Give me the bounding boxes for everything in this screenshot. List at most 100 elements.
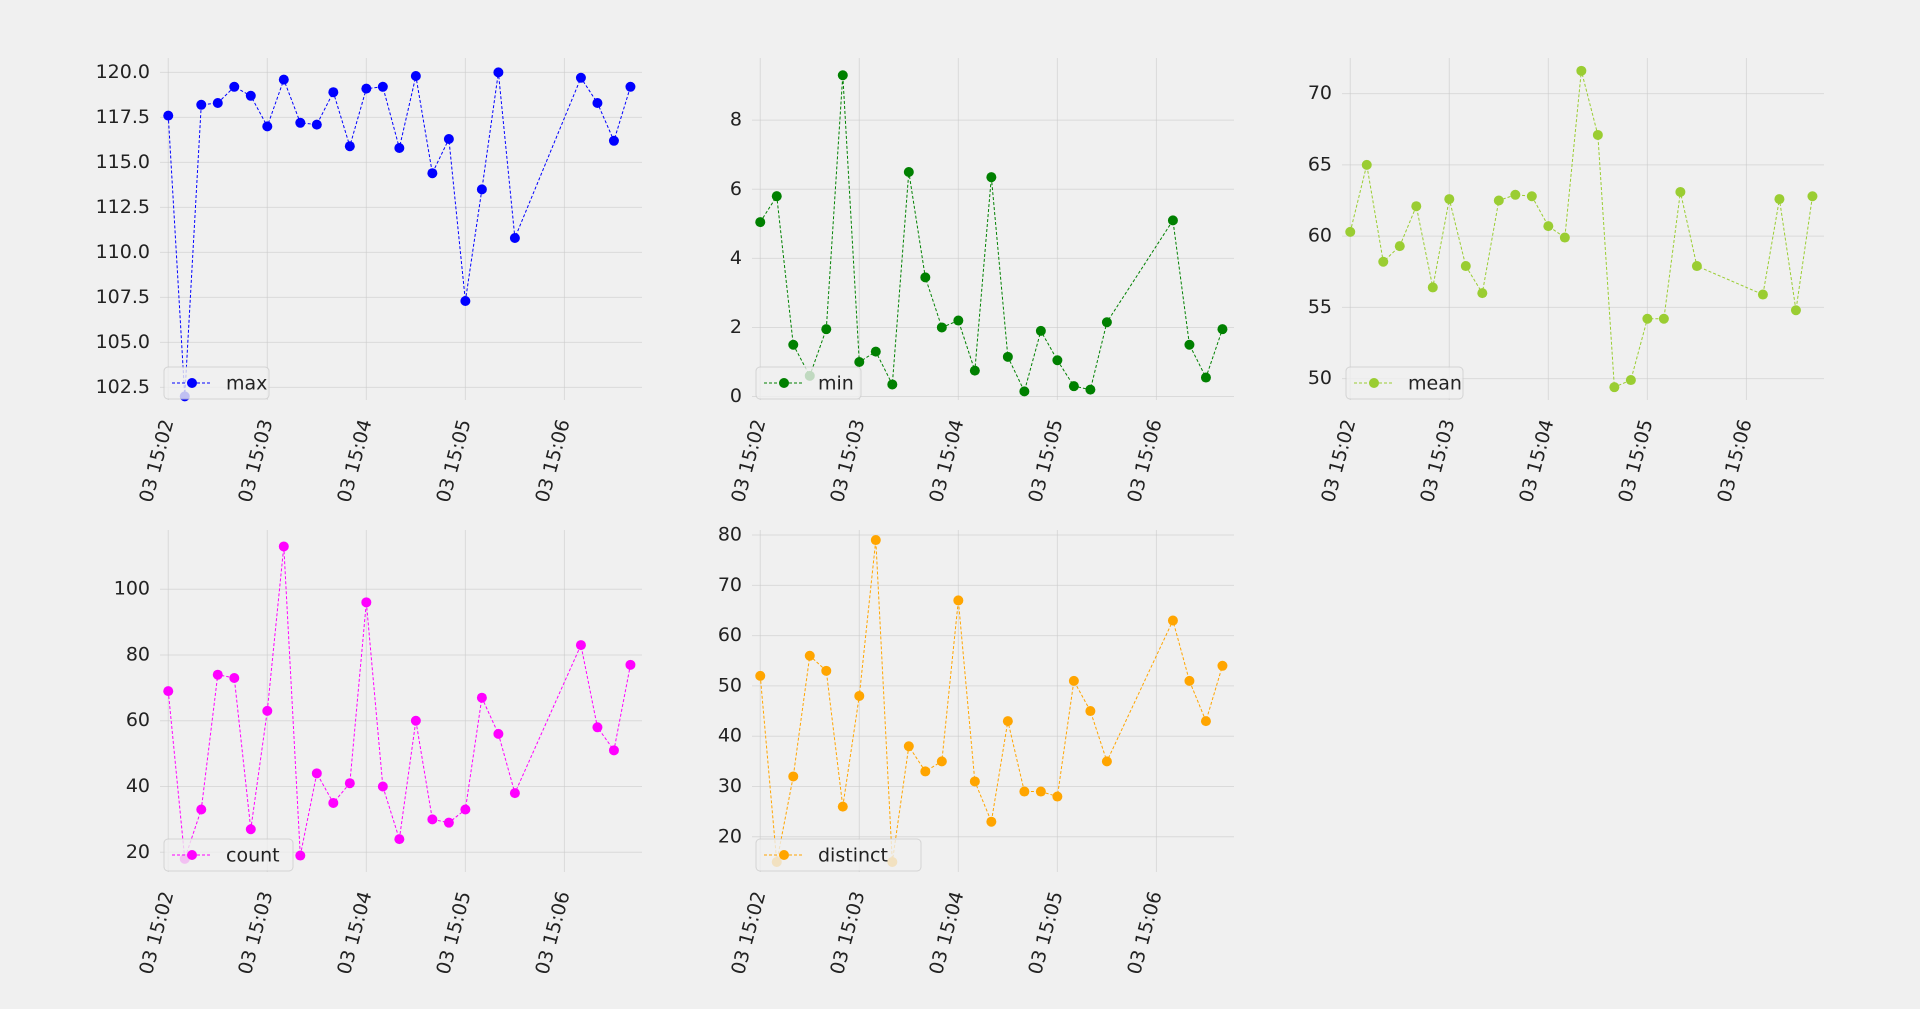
- data-point: [196, 804, 207, 815]
- y-tick-label: 60: [1308, 225, 1332, 247]
- data-point: [278, 74, 289, 85]
- y-tick-label: 20: [718, 825, 742, 847]
- x-tick-label: 03 15:04: [1515, 417, 1558, 505]
- data-point: [969, 365, 980, 376]
- legend-marker: [779, 850, 789, 860]
- legend-label: max: [226, 373, 267, 395]
- data-point: [493, 728, 504, 739]
- data-point: [1807, 191, 1818, 202]
- data-point: [1460, 261, 1471, 272]
- data-point: [212, 98, 223, 108]
- data-point: [262, 705, 273, 716]
- series-line-mean: [1349, 70, 1813, 388]
- data-point: [509, 788, 520, 799]
- chart-panel-distinct: 03 15:02 03 15:03 03 15:04 03 15:05 03 15:06…: [718, 524, 1234, 977]
- data-point: [986, 172, 997, 183]
- data-point: [821, 665, 832, 676]
- data-point: [1052, 791, 1063, 802]
- data-point: [245, 824, 256, 835]
- data-point: [1642, 313, 1653, 324]
- y-tick-label: 6: [730, 178, 742, 200]
- data-point: [394, 143, 405, 153]
- y-tick-label: 120.0: [96, 61, 150, 83]
- data-point: [377, 781, 388, 792]
- data-point: [311, 119, 322, 130]
- data-point: [427, 814, 438, 825]
- x-tick-label: 03 15:06: [1123, 417, 1166, 505]
- x-tick-label: 03 15:05: [1614, 417, 1657, 505]
- data-point: [493, 67, 504, 78]
- chart-panel-mean: 03 15:02 03 15:03 03 15:04 03 15:05 03 15:06…: [1308, 58, 1824, 505]
- y-tick-label: 0: [730, 385, 742, 407]
- data-point: [295, 850, 306, 861]
- data-point: [443, 134, 454, 144]
- data-point: [1019, 786, 1030, 797]
- data-point: [625, 81, 636, 92]
- data-point: [460, 296, 471, 306]
- data-point: [1217, 660, 1228, 671]
- chart-panel-min: 03 15:02 03 15:03 03 15:04 03 15:05 03 15:06…: [727, 58, 1234, 505]
- series-line-max: [167, 72, 631, 397]
- x-tick-label: 03 15:05: [1024, 889, 1067, 977]
- y-tick-label: 4: [730, 247, 742, 269]
- data-point: [903, 741, 914, 752]
- data-point: [460, 804, 471, 815]
- x-tick-label: 03 15:06: [1123, 889, 1166, 977]
- data-point: [920, 766, 931, 777]
- data-point: [328, 797, 339, 808]
- x-tick-label: 03 15:04: [925, 417, 968, 505]
- series-line-min: [759, 75, 1223, 393]
- data-point: [476, 184, 487, 195]
- data-point: [1691, 261, 1702, 272]
- data-point: [1675, 186, 1686, 197]
- data-point: [1757, 289, 1768, 300]
- legend-box: [755, 366, 862, 400]
- data-point: [443, 817, 454, 828]
- data-point: [229, 672, 240, 683]
- data-point: [837, 801, 848, 812]
- data-point: [575, 72, 586, 83]
- chart-panel-count: 03 15:02 03 15:03 03 15:04 03 15:05 03 15:06…: [114, 530, 642, 977]
- data-point: [1035, 325, 1046, 336]
- chart-panel-max: 03 15:02 03 15:03 03 15:04 03 15:05 03 15:06…: [96, 58, 642, 505]
- data-point: [1068, 381, 1079, 392]
- x-tick-label: 03 15:04: [333, 889, 376, 977]
- y-tick-label: 40: [718, 725, 742, 747]
- data-point: [1526, 191, 1537, 202]
- data-point: [755, 670, 766, 681]
- x-tick-label: 03 15:03: [234, 417, 277, 505]
- legend-label: mean: [1408, 373, 1462, 395]
- x-tick-label: 03 15:02: [727, 417, 770, 505]
- data-point: [262, 121, 273, 132]
- data-point: [311, 768, 322, 779]
- data-point: [837, 70, 848, 81]
- x-tick-label: 03 15:03: [1416, 417, 1459, 505]
- data-point: [1625, 375, 1636, 386]
- data-point: [212, 669, 223, 680]
- data-point: [1101, 317, 1112, 328]
- data-point: [1184, 675, 1195, 686]
- data-point: [1361, 159, 1372, 170]
- y-tick-label: 60: [718, 624, 742, 646]
- data-point: [771, 191, 782, 202]
- data-point: [1658, 313, 1669, 324]
- data-point: [394, 834, 405, 845]
- y-tick-label: 102.5: [96, 376, 150, 398]
- x-tick-label: 03 15:05: [432, 417, 475, 505]
- data-point: [245, 90, 256, 101]
- x-tick-label: 03 15:06: [1713, 417, 1756, 505]
- data-point: [936, 756, 947, 767]
- data-point: [1068, 675, 1079, 686]
- data-point: [361, 83, 372, 94]
- data-point: [361, 597, 372, 608]
- data-point: [163, 686, 174, 697]
- y-tick-label: 50: [718, 674, 742, 696]
- data-point: [476, 692, 487, 703]
- data-point: [608, 135, 619, 146]
- y-tick-label: 115.0: [96, 151, 150, 173]
- x-tick-label: 03 15:03: [826, 417, 869, 505]
- data-point: [1200, 372, 1211, 383]
- data-point: [1444, 194, 1455, 205]
- x-tick-label: 03 15:03: [826, 889, 869, 977]
